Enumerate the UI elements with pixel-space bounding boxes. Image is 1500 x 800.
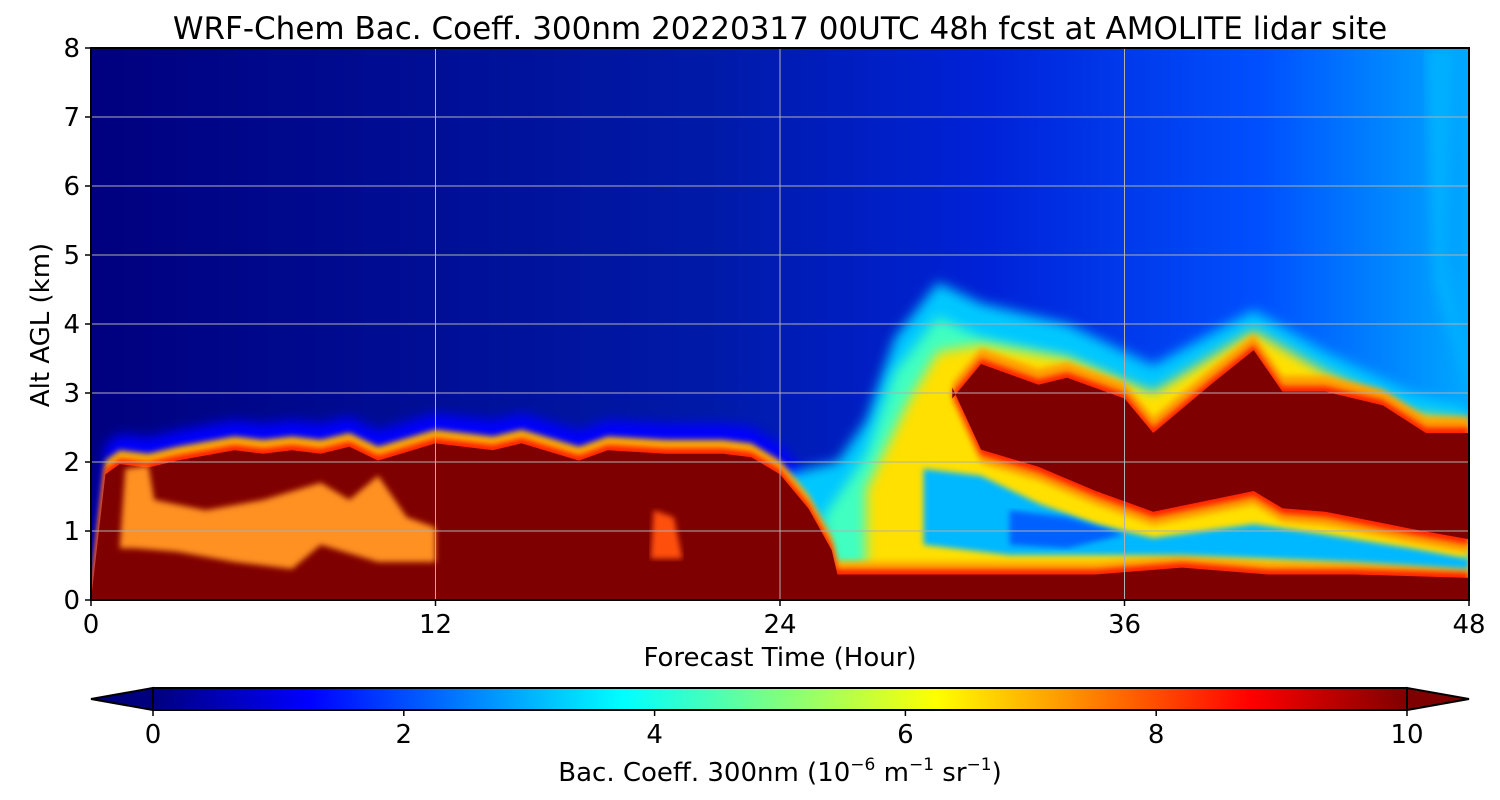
y-tick-label: 0 bbox=[63, 586, 80, 616]
colorbar-label: Bac. Coeff. 300nm (10−6 m−1 sr−1) bbox=[558, 755, 1001, 788]
elevated-layer-core bbox=[952, 350, 1469, 540]
x-tick-label: 36 bbox=[1108, 610, 1141, 640]
x-tick-label: 48 bbox=[1452, 610, 1485, 640]
y-axis-label: Alt AGL (km) bbox=[26, 243, 56, 407]
colorbar-tick-label: 0 bbox=[145, 720, 162, 750]
x-tick-label: 0 bbox=[83, 610, 100, 640]
y-tick-label: 4 bbox=[63, 310, 80, 340]
colorbar-tick-label: 2 bbox=[396, 720, 413, 750]
colorbar-tick-label: 4 bbox=[646, 720, 663, 750]
clean-gap-deep bbox=[1009, 510, 1125, 549]
chart-title: WRF-Chem Bac. Coeff. 300nm 20220317 00UT… bbox=[173, 11, 1387, 47]
colorbar-tick-label: 10 bbox=[1390, 720, 1423, 750]
x-tick-label: 12 bbox=[419, 610, 452, 640]
y-tick-label: 5 bbox=[63, 241, 80, 271]
grid bbox=[91, 48, 1469, 600]
colorbar-gradient bbox=[153, 688, 1407, 710]
colorbar-tick-label: 6 bbox=[897, 720, 914, 750]
y-axis: 0 1 2 3 4 5 6 7 8 bbox=[63, 34, 91, 616]
y-tick-label: 1 bbox=[63, 517, 80, 547]
x-tick-label: 24 bbox=[763, 610, 796, 640]
orange-spot bbox=[650, 510, 683, 559]
y-tick-label: 7 bbox=[63, 103, 80, 133]
colorbar-extend-low bbox=[90, 686, 154, 712]
colorbar: 0 2 4 6 8 10 Bac. Coeff. 300nm (10−6 m−1 sr−1… bbox=[90, 686, 1470, 788]
x-axis: 0 12 24 36 48 bbox=[83, 600, 1486, 640]
orange-pocket bbox=[119, 465, 436, 569]
y-tick-label: 6 bbox=[63, 172, 80, 202]
colorbar-extend-high bbox=[1406, 686, 1470, 712]
y-tick-label: 8 bbox=[63, 34, 80, 64]
colorbar-frame bbox=[152, 687, 1408, 711]
y-tick-label: 2 bbox=[63, 448, 80, 478]
y-tick-label: 3 bbox=[63, 379, 80, 409]
colorbar-tick-label: 8 bbox=[1148, 720, 1165, 750]
upper-streak bbox=[1425, 48, 1469, 393]
x-axis-label: Forecast Time (Hour) bbox=[643, 643, 916, 673]
